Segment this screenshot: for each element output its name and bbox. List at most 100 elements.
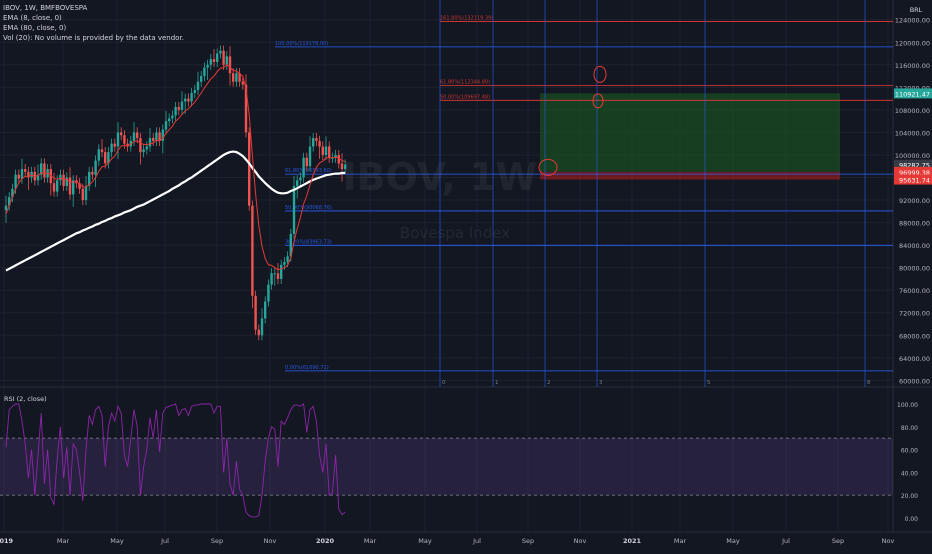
candle-body [222,50,225,65]
fib-label: 161.80%(132119.39) [440,15,493,21]
watermark-subtitle: Bovespa Index [400,224,510,242]
time-tick-label: Nov [574,537,587,545]
volume-legend[interactable]: Vol (20): No volume is provided by the d… [3,34,184,42]
symbol-title[interactable]: IBOV, 1W, BMFBOVESPA [3,4,88,12]
currency-label: BRL [910,6,923,14]
candle-body [139,138,142,153]
candle-body [206,64,209,68]
candle-body [136,132,139,139]
price-tick-label: 108000.00 [895,107,930,115]
candle-body [72,180,75,195]
price-tick-label: 68000.00 [899,332,930,340]
candle-body [241,81,244,85]
time-tick-label: 2020 [316,537,335,545]
candle-body [8,197,11,206]
price-label-box [894,174,932,185]
price-tick-label: 104000.00 [895,129,930,137]
ema8-legend[interactable]: EMA (8, close, 0) [3,14,62,22]
rsi-tick-label: 100.00 [897,402,918,409]
fib-time-label: 8 [867,380,871,386]
fib-label: 61.80%(112344.80) [440,79,490,85]
candle-body [302,157,305,178]
candle-body [36,174,40,181]
candle-body [123,135,126,144]
candle-body [142,149,145,153]
candle-body [132,132,136,141]
candle-body [52,183,56,192]
candle-body [177,107,180,110]
price-label: 98282.75 [899,162,930,170]
candle-body [180,101,184,110]
fib-levels: 100.00%(119178.00) 161.80%(132119.39) 61.8… [275,0,893,387]
price-tick-label: 60000.00 [899,377,930,385]
rsi-tick-label: 0.00 [905,516,919,523]
price-tick-label: 88000.00 [899,220,930,228]
time-tick-label: 2019 [0,537,14,545]
price-tick-label: 80000.00 [899,265,930,273]
candle-body [56,180,59,192]
rsi-tick-label: 40.00 [901,470,918,477]
annotation-circle [592,93,604,109]
price-tick-label: 76000.00 [899,287,930,295]
candle-body [27,171,30,178]
price-tick-label: 120000.00 [895,39,930,47]
price-tick-label: 72000.00 [899,310,930,318]
candle-body [324,146,328,155]
price-tick-label: 124000.00 [895,17,930,25]
candle-body [315,138,318,141]
candle-body [81,188,84,201]
rsi-tick-label: 60.00 [901,448,918,455]
fib-time-label: 1 [495,380,499,386]
candle-body [116,132,120,147]
candle-body [148,138,152,147]
time-tick-label: May [726,537,740,545]
candle-body [193,90,196,93]
price-label: 95631.74 [899,177,930,185]
candle-body [49,169,52,184]
candle-body [68,177,72,195]
candle-body [200,76,203,82]
candle-body [328,146,331,158]
candle-body [120,132,123,136]
fib-label: 50.00%(90068.76) [285,205,332,211]
time-tick-label: May [418,537,432,545]
candle-body [17,174,20,179]
candle-body [209,59,212,65]
candle-body [216,53,219,62]
candle-body [196,81,200,91]
candle-body [337,154,340,164]
time-tick-label: Jul [160,537,169,545]
candle-body [14,174,17,189]
candle-body [235,73,238,82]
time-tick-label: Jul [781,537,790,545]
annotation-circle [538,158,558,176]
candle-body [254,295,257,330]
candle-body [187,98,190,102]
candle-body [286,256,289,263]
time-tick-label: Mar [674,537,687,545]
ema80-legend[interactable]: EMA (80, close, 0) [3,24,67,32]
candle-body [59,174,62,181]
rsi-tick-label: 20.00 [901,493,918,500]
candle-body [273,273,276,275]
candle-body [212,59,216,62]
fib-label: 38.20%(83963.73) [285,239,332,245]
candle-body [11,188,14,198]
candle-body [94,160,97,175]
time-tick-label: 2021 [623,537,642,545]
candle-body [43,163,46,178]
rsi-line [5,403,346,518]
time-tick-label: Nov [882,537,895,545]
candle-body [219,50,222,54]
price-label-box [894,159,932,170]
fib-time-label: 5 [707,380,711,386]
candle-body [321,146,324,155]
price-tick-label: 64000.00 [899,355,930,363]
candle-body [107,152,110,164]
candle-body [20,169,24,179]
candle-body [283,262,286,265]
candle-body [84,185,88,201]
rsi-pane: 100.00 80.00 60.00 40.00 20.00 0.00 RSI (2, cl… [0,395,918,523]
